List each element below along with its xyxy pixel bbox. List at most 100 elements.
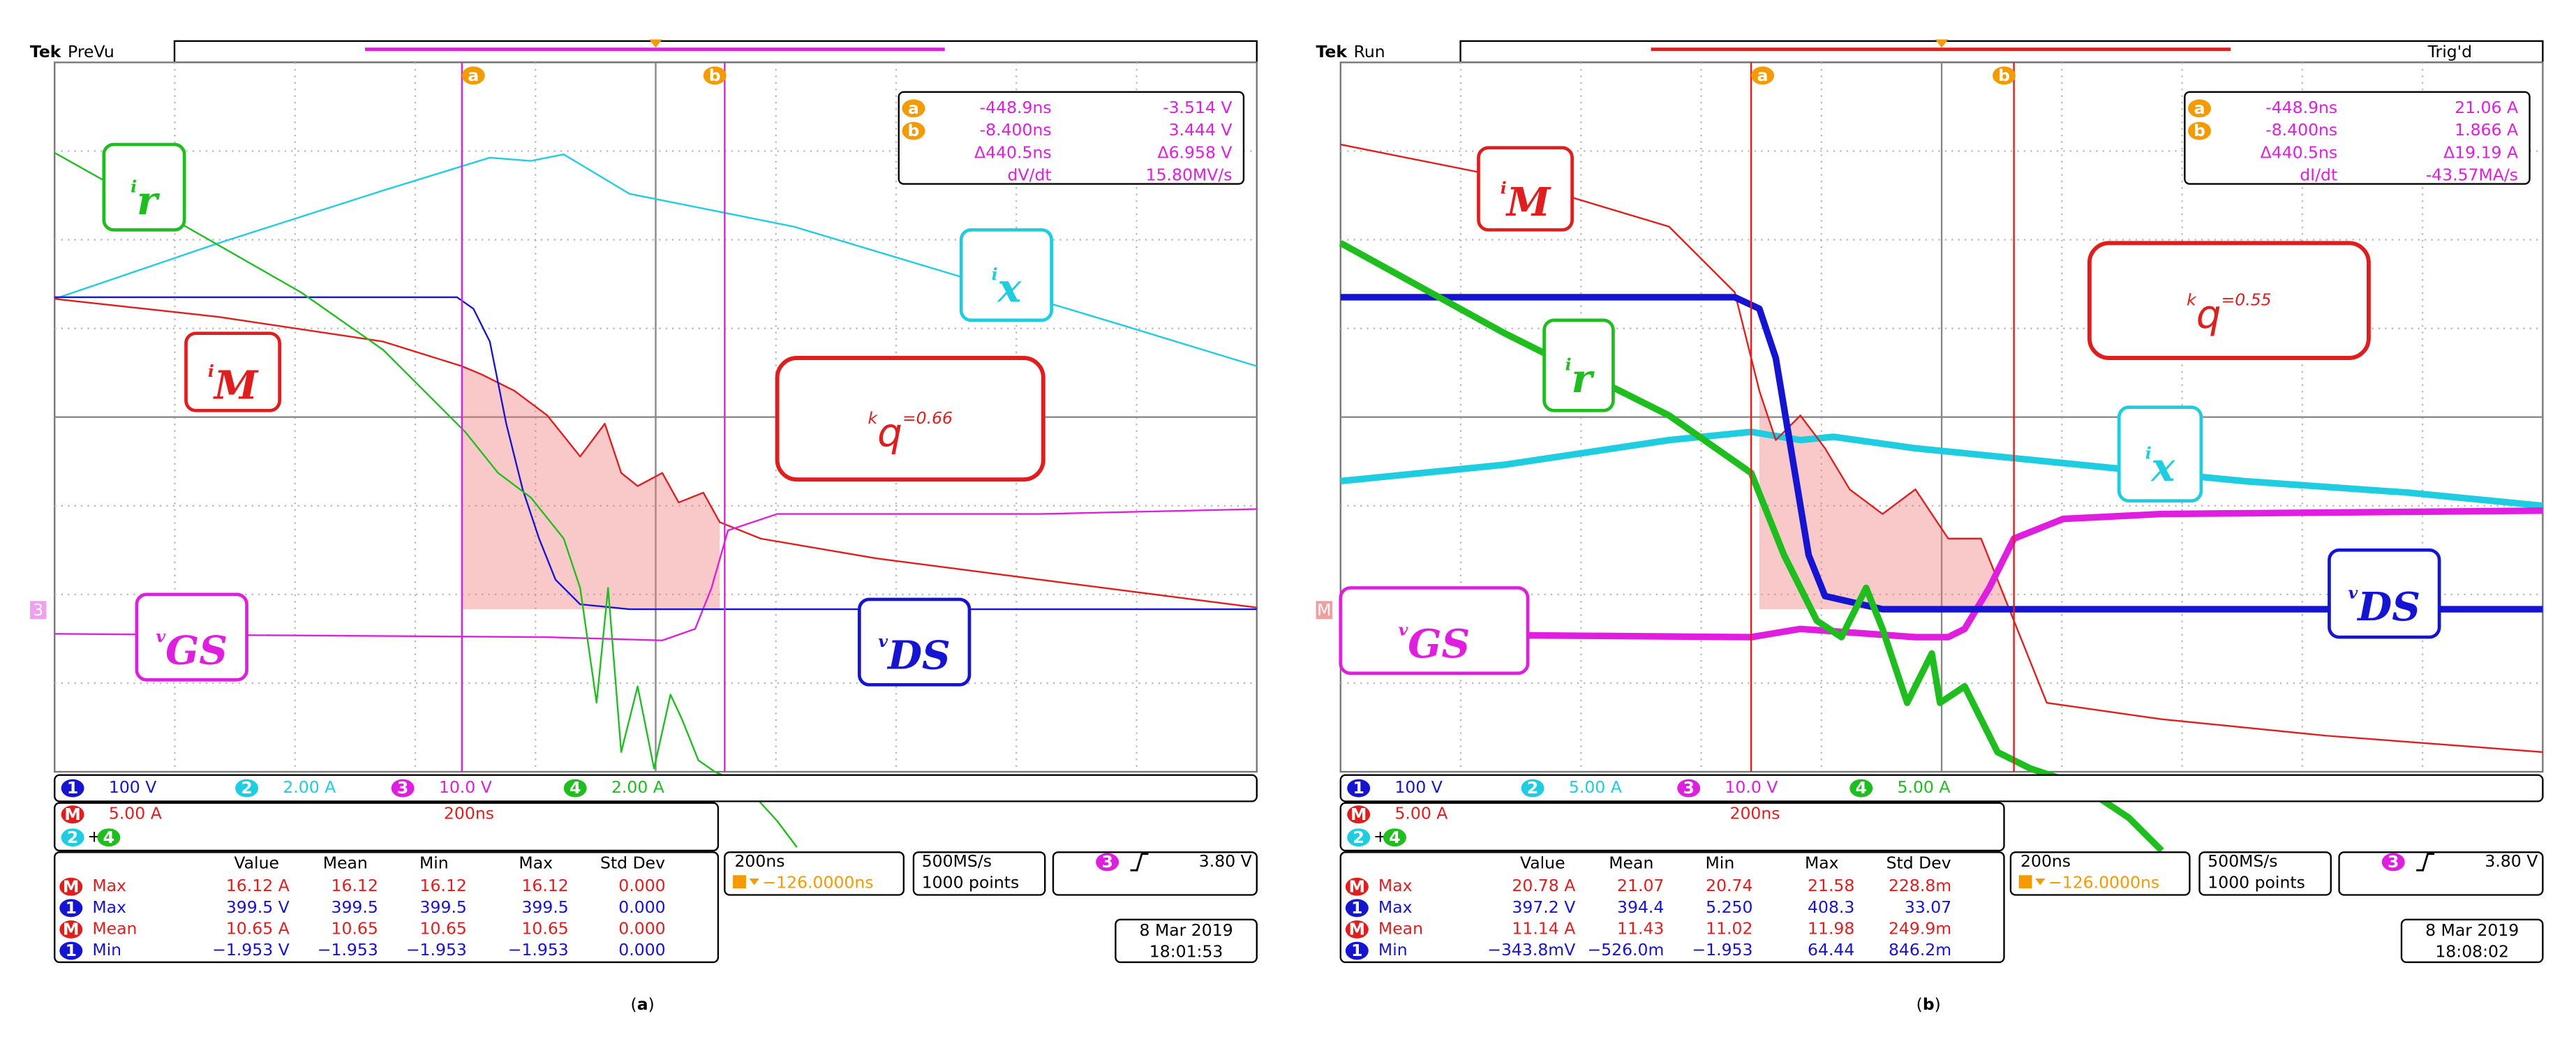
label-sub: DS	[886, 632, 951, 678]
badge-label: 4	[569, 778, 581, 798]
kq-label: kq=0.55	[2187, 290, 2272, 338]
meas-header: Value	[234, 853, 279, 872]
badge	[2188, 99, 2212, 118]
channel-scale: 100 V	[1394, 777, 1442, 797]
meas-value: 10.65 A	[226, 918, 290, 938]
badge	[1345, 899, 1369, 918]
ground-marker: 3	[33, 600, 43, 620]
badge	[1345, 877, 1369, 896]
meas-value: 0.000	[618, 897, 665, 917]
meas-box	[1339, 851, 2005, 964]
trace-ir	[54, 151, 798, 848]
signal-label: ix	[992, 264, 1022, 312]
badge	[61, 828, 84, 847]
badge	[59, 920, 83, 939]
channel-scale: 2.00 A	[283, 777, 336, 797]
trigger-pos: −126.0000ns	[2048, 873, 2159, 892]
math-time: 200ns	[1730, 804, 1780, 823]
badge-label: 3	[2388, 852, 2399, 872]
meas-name: Max	[1378, 897, 1413, 917]
trace-vds	[54, 296, 1257, 611]
meas-value: 11.98	[1808, 918, 1854, 938]
label-main: v	[156, 627, 165, 646]
readout-time: Δ440.5ns	[974, 142, 1052, 162]
slope-icon	[1130, 853, 1149, 872]
badge	[1383, 828, 1406, 847]
readout-time: dI/dt	[2300, 165, 2337, 185]
label-main: i	[2145, 443, 2152, 463]
meas-value: 399.5	[521, 897, 568, 917]
meas-value: 16.12	[331, 876, 378, 895]
meas-name: Max	[92, 897, 126, 917]
badge	[2381, 853, 2405, 872]
timebase-box	[2009, 851, 2191, 896]
math-op: +	[1373, 827, 1387, 846]
badge-label: 2	[1353, 828, 1364, 847]
slope-icon	[2416, 853, 2435, 872]
caption-letter: a	[637, 994, 648, 1014]
badge	[902, 99, 925, 118]
badge-label: 4	[1389, 828, 1400, 847]
meas-value: 394.4	[1617, 897, 1664, 917]
readout-time: -8.400ns	[980, 120, 1052, 140]
label-sub: r	[137, 177, 161, 223]
readout-time: dV/dt	[1008, 165, 1052, 185]
badge	[1677, 779, 1701, 798]
meas-value: 399.5	[331, 897, 378, 917]
badge-label: b	[1998, 66, 2010, 85]
badge-label: b	[2194, 121, 2205, 140]
time: 18:08:02	[2435, 941, 2509, 961]
badge-label: 1	[1351, 941, 1362, 960]
label-main: i	[208, 361, 214, 381]
badge-label: 3	[1101, 852, 1112, 872]
badge-label: a	[1757, 66, 1769, 85]
meas-value: −1.953	[406, 940, 467, 959]
date-box	[1115, 918, 1258, 964]
channel-scale: 100 V	[109, 777, 156, 797]
badge-label: b	[908, 121, 920, 140]
badge	[235, 779, 259, 798]
caption-letter: b	[1923, 994, 1935, 1014]
badge-label: a	[2194, 98, 2205, 118]
badge-label: a	[468, 66, 479, 85]
badge-label: 1	[66, 941, 77, 960]
record-length: 1000 points	[2208, 873, 2305, 892]
trace-ix	[1340, 428, 2543, 509]
badge	[1345, 941, 1369, 960]
time: 18:01:53	[1149, 941, 1223, 961]
readout-value: Δ19.19 A	[2443, 142, 2518, 162]
readout-value: -43.57MA/s	[2426, 165, 2518, 185]
trigger-state: Trig'd	[2427, 42, 2472, 61]
badge-label: M	[1349, 876, 1365, 896]
math-scale: 5.00 A	[1394, 804, 1447, 823]
meas-header: Std Dev	[600, 853, 665, 872]
badge	[2188, 121, 2212, 140]
badge	[902, 121, 925, 140]
charge-area	[1759, 391, 2014, 621]
trigger-pos: −126.0000ns	[762, 873, 873, 892]
kq-sub: q	[2196, 292, 2221, 338]
meas-value: 20.74	[1706, 876, 1752, 895]
badge-label: M	[63, 920, 79, 939]
label-main: v	[2348, 583, 2358, 602]
label-box	[1542, 318, 1615, 412]
badge-label: a	[908, 98, 919, 118]
brand: Tek	[1316, 42, 1348, 61]
badge-label: 1	[67, 778, 78, 798]
meas-value: −1.953 V	[212, 940, 290, 959]
signal-label: ir	[1565, 354, 1595, 402]
trigger-flag	[1935, 39, 1949, 48]
label-box	[2117, 405, 2203, 503]
badge-label: 4	[103, 828, 114, 847]
caption-open: (	[1916, 994, 1923, 1014]
badge-label: M	[1350, 805, 1367, 824]
meas-value: −1.953	[318, 940, 378, 959]
badge-label: M	[1349, 920, 1365, 939]
record-bar	[173, 40, 1258, 63]
badge	[1751, 66, 1775, 85]
meas-value: 10.65	[521, 918, 568, 938]
badge	[1347, 805, 1371, 824]
label-box	[1339, 586, 1530, 675]
